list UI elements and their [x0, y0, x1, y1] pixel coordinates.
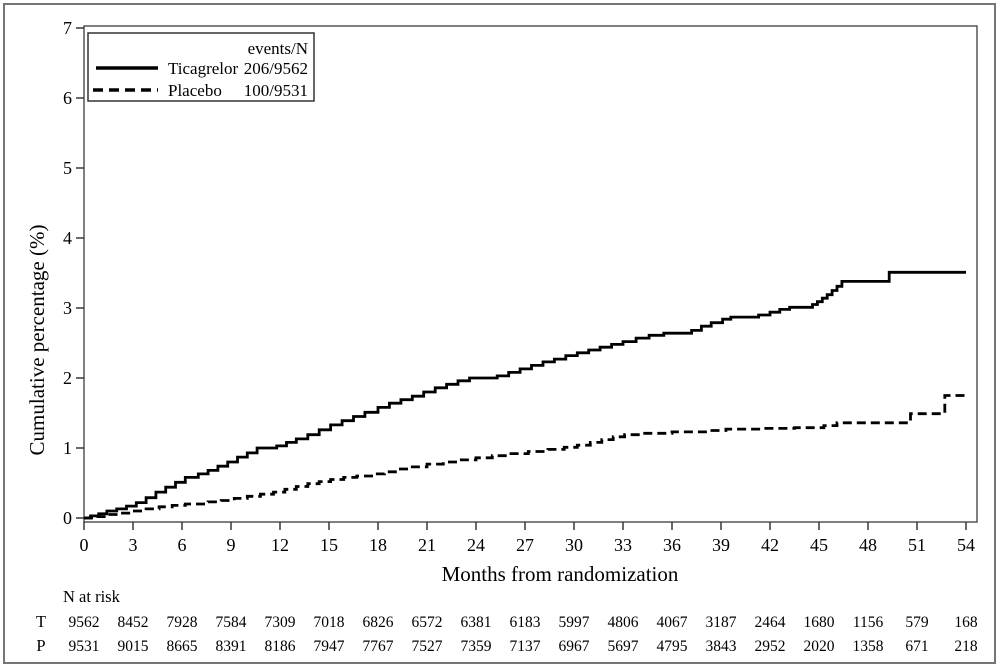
x-tick-label: 27	[516, 535, 534, 555]
risk-value: 671	[905, 638, 928, 655]
risk-value: 5997	[559, 614, 590, 631]
risk-value: 7309	[265, 614, 296, 631]
x-tick-label: 42	[761, 535, 779, 555]
risk-value: 5697	[608, 638, 639, 655]
x-tick-label: 51	[908, 535, 926, 555]
risk-value: 4067	[657, 614, 688, 631]
survival-curves	[84, 270, 968, 520]
n-at-risk-table: T 9562 8452 7928 7584 7309 7018 6826 6572 6381 618…	[36, 612, 978, 655]
x-tick-label: 36	[663, 535, 681, 555]
risk-value: 168	[954, 614, 978, 631]
risk-value: 3843	[706, 638, 737, 655]
x-tick-label: 15	[320, 535, 338, 555]
risk-value: 1156	[853, 614, 884, 631]
x-tick-label: 48	[859, 535, 877, 555]
legend-header: events/N	[248, 39, 308, 58]
plot-frame	[83, 25, 978, 523]
risk-value: 2952	[755, 638, 786, 655]
legend-events-ticagrelor: 206/9562	[244, 59, 308, 78]
x-tick-label: 39	[712, 535, 730, 555]
x-tick-label: 21	[418, 535, 436, 555]
risk-value: 8186	[265, 638, 296, 655]
y-tick-label: 7	[63, 18, 72, 38]
x-tick-label: 6	[178, 535, 187, 555]
axis-tick-labels: 0 3 6 9 12 15 18 21 24 27 30 33 36 39 42 45 48 51 54012345…	[63, 18, 975, 555]
risk-value: 4795	[657, 638, 688, 655]
y-tick-label: 2	[63, 368, 72, 388]
legend: events/N Ticagrelor 206/9562 Placebo 100…	[87, 32, 315, 102]
y-axis-title: Cumulative percentage (%)	[25, 225, 49, 456]
x-tick-label: 33	[614, 535, 632, 555]
risk-value: 7584	[216, 614, 247, 631]
x-tick-label: 30	[565, 535, 583, 555]
risk-value: 218	[954, 638, 978, 655]
y-tick-label: 4	[63, 228, 72, 248]
risk-value: 3187	[706, 614, 737, 631]
risk-value: 1680	[804, 614, 835, 631]
y-tick-label: 5	[63, 158, 72, 178]
x-tick-label: 18	[369, 535, 387, 555]
risk-value: 8391	[216, 638, 247, 655]
x-tick-label: 24	[467, 535, 485, 555]
risk-value: 2464	[755, 614, 786, 631]
risk-row-label-t: T	[36, 612, 46, 631]
y-tick-label: 3	[63, 298, 72, 318]
risk-value: 6183	[510, 614, 541, 631]
risk-value: 6381	[461, 614, 492, 631]
risk-value: 579	[905, 614, 929, 631]
y-tick-label: 6	[63, 88, 72, 108]
n-at-risk-header: N at risk	[63, 587, 121, 606]
x-tick-label: 0	[80, 535, 89, 555]
x-tick-label: 12	[271, 535, 289, 555]
placebo-curve	[84, 394, 968, 520]
risk-value: 7947	[314, 638, 345, 655]
risk-value: 6826	[363, 614, 394, 631]
risk-value: 7527	[412, 638, 443, 655]
x-tick-label: 45	[810, 535, 828, 555]
risk-value: 6572	[412, 614, 443, 631]
risk-value: 9531	[69, 638, 100, 655]
risk-value: 6967	[559, 638, 590, 655]
legend-label-ticagrelor: Ticagrelor	[168, 59, 239, 78]
risk-value: 7137	[510, 638, 541, 655]
y-tick-label: 0	[63, 508, 72, 528]
x-tick-label: 54	[957, 535, 975, 555]
risk-value: 9015	[118, 638, 149, 655]
ticagrelor-curve	[84, 270, 966, 520]
risk-row-label-p: P	[36, 636, 45, 655]
risk-value: 7767	[363, 638, 394, 655]
risk-value: 2020	[804, 638, 835, 655]
legend-events-placebo: 100/9531	[244, 81, 308, 100]
risk-value: 1358	[853, 638, 884, 655]
risk-value: 8665	[167, 638, 198, 655]
risk-value: 4806	[608, 614, 639, 631]
x-tick-label: 3	[129, 535, 138, 555]
risk-value: 9562	[69, 614, 100, 631]
axis-ticks	[76, 27, 967, 530]
x-tick-label: 9	[227, 535, 236, 555]
x-axis-title: Months from randomization	[442, 562, 679, 586]
risk-value: 7928	[167, 614, 198, 631]
risk-value: 8452	[118, 614, 149, 631]
y-tick-label: 1	[63, 438, 72, 458]
legend-label-placebo: Placebo	[168, 81, 222, 100]
risk-value: 7359	[461, 638, 492, 655]
risk-value: 7018	[314, 614, 345, 631]
